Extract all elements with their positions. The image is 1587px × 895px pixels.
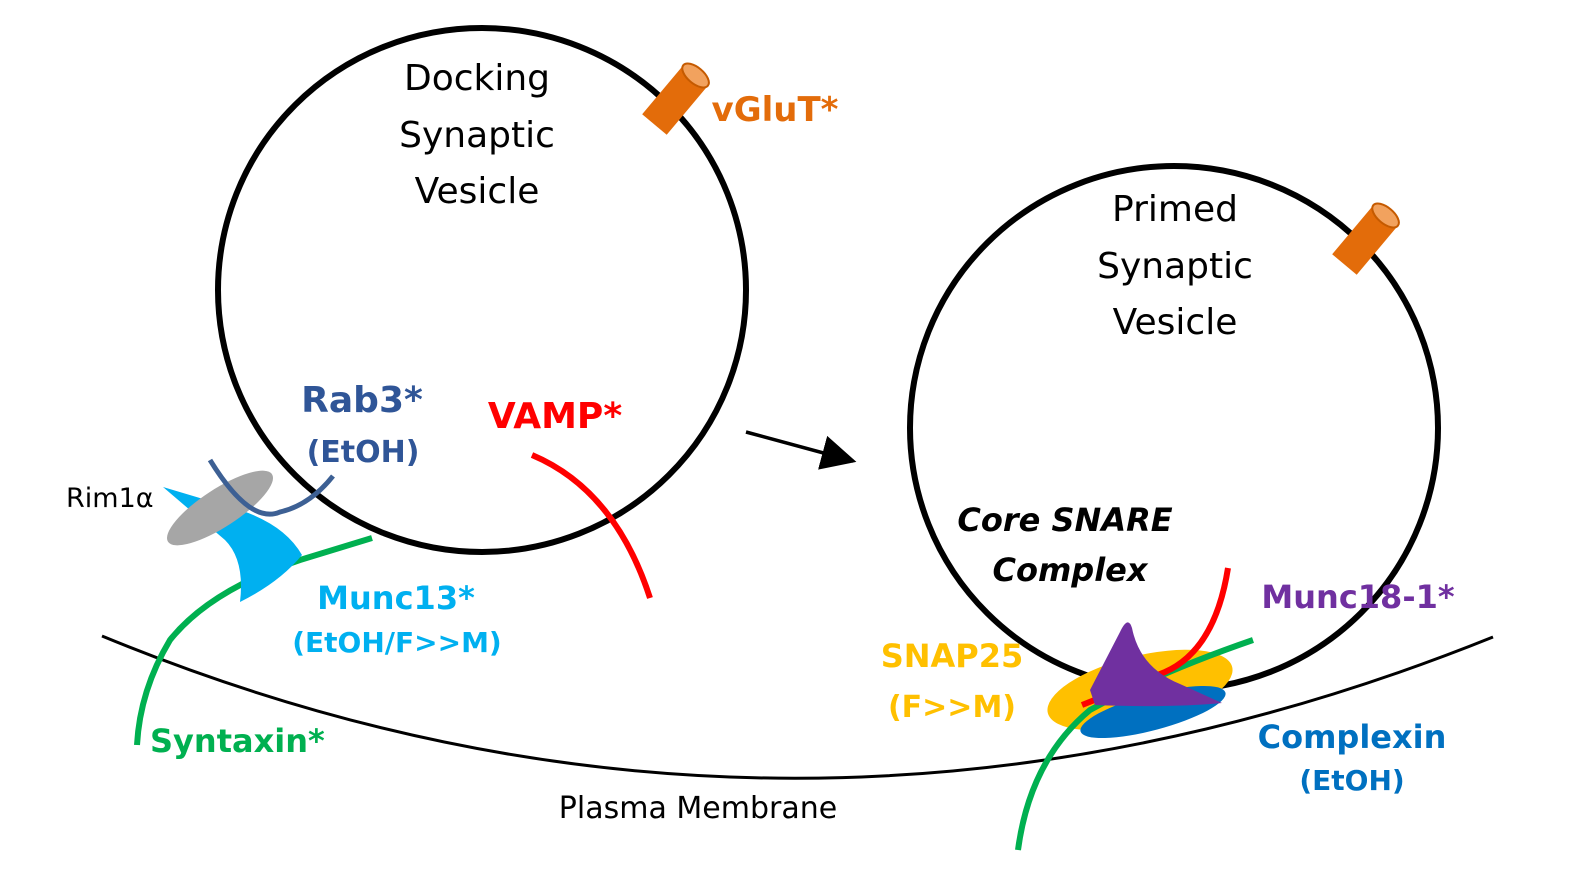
complexin-label: Complexin — [1258, 718, 1447, 756]
vamp-strand-left — [530, 452, 653, 599]
rab3-label: Rab3* — [301, 380, 423, 421]
rab3-note: (EtOH) — [307, 435, 420, 470]
title-line: Vesicle — [1113, 302, 1238, 343]
core-snare-label: Core SNARE — [957, 501, 1172, 539]
munc18-label: Munc18-1* — [1261, 578, 1454, 616]
docking-vesicle — [215, 25, 749, 555]
vamp-label: VAMP* — [488, 396, 622, 437]
vamp-strand-right — [1080, 567, 1231, 708]
syntaxin-strand-right — [1015, 637, 1254, 851]
plasma-membrane-label: Plasma Membrane — [559, 791, 837, 826]
core-snare-label: Complex — [992, 551, 1148, 589]
title-line: Primed — [1112, 189, 1238, 230]
title-line: Synaptic — [399, 115, 555, 156]
complexin-note: (EtOH) — [1299, 764, 1404, 797]
snap25-label: SNAP25 — [881, 637, 1024, 675]
snap25-note: (F>>M) — [888, 690, 1016, 725]
plasma-membrane-line — [101, 634, 1494, 780]
munc13-label: Munc13* — [317, 579, 475, 617]
vglut-transporter-right — [1332, 202, 1400, 275]
syntaxin-label: Syntaxin* — [150, 722, 325, 760]
transition-arrow — [745, 430, 857, 470]
munc18-shape — [1090, 622, 1222, 707]
rab3-strand — [207, 458, 335, 517]
munc13-note: (EtOH/F>>M) — [292, 626, 501, 659]
title-line: Docking — [404, 58, 550, 99]
docking-vesicle-title: Docking Synaptic Vesicle — [399, 58, 555, 212]
vglut-label: vGluT* — [712, 90, 839, 130]
vglut-transporter-left — [642, 62, 710, 135]
title-line: Vesicle — [415, 171, 540, 212]
primed-vesicle-title: Primed Synaptic Vesicle — [1097, 189, 1253, 343]
rim1a-shape — [166, 470, 274, 546]
title-line: Synaptic — [1097, 246, 1253, 287]
rim1a-label: Rim1α — [66, 483, 154, 514]
